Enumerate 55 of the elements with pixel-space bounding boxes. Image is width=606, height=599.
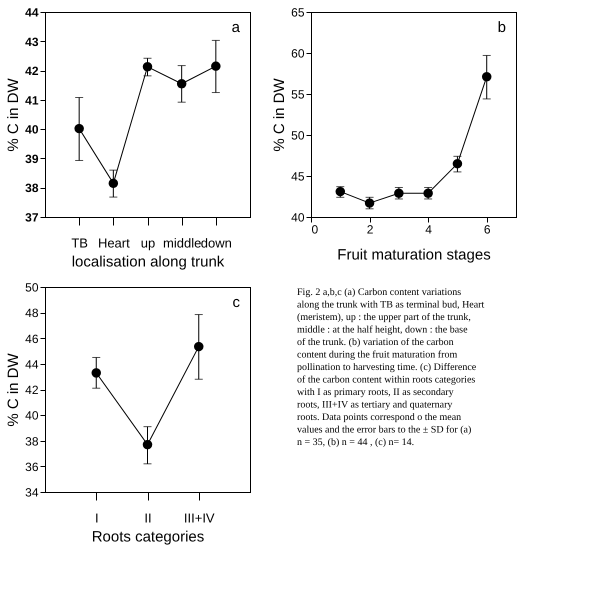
x-tick-label: TB (71, 236, 88, 250)
point (452, 158, 462, 168)
y-tick-label: 38 (25, 434, 39, 448)
x-tick-label: middle (163, 236, 202, 250)
y-tick-label: 45 (291, 170, 305, 184)
x-tick-label: Heart (98, 236, 130, 250)
annotation: a (232, 19, 241, 36)
point (142, 62, 152, 72)
y-tick-label: 36 (25, 460, 39, 474)
annotation: b (498, 19, 506, 36)
y-tick-label: 40 (25, 122, 39, 137)
y-tick-label: 48 (25, 306, 39, 320)
y-tick-label: 42 (25, 383, 39, 397)
x-tick-label: III+IV (184, 510, 215, 526)
y-axis-title: % C in DW (271, 77, 288, 152)
x-axis-title: Roots categories (92, 528, 204, 546)
y-tick-label: 65 (291, 6, 305, 20)
y-tick-label: 44 (25, 6, 39, 20)
y-tick-label: 34 (25, 486, 39, 500)
annotation: c (232, 294, 240, 311)
y-tick-label: 55 (291, 88, 305, 102)
point (194, 342, 204, 352)
x-axis-title: Fruit maturation stages (337, 246, 491, 264)
y-tick-label: 37 (25, 210, 39, 224)
y-tick-label: 44 (25, 357, 39, 372)
x-tick-label: 0 (312, 222, 318, 236)
y-tick-label: 41 (25, 93, 39, 108)
point (74, 124, 84, 134)
y-tick-label: 50 (291, 128, 305, 142)
y-tick-label: 38 (25, 181, 39, 196)
x-axis-title: localisation along trunk (72, 254, 225, 270)
point (92, 368, 101, 378)
x-tick-label: 4 (425, 222, 432, 236)
point (482, 72, 492, 82)
point (176, 79, 186, 88)
y-tick-label: 42 (25, 64, 39, 78)
text: Fig. 2 a,b,c (a) Carbon content variations along the trunk with TB as terminal bud, Heart (meristem), up : the upper part of the trunk, middle : at the half height, down : the base of the trunk. (b) variation of the carbon content during the fruit maturation from pollination to harvesting time. (c) Difference of the carbon content within roots categories with I as primary roots, II as secondary roots, III+IV as tertiary and quaternary roots. Data points correspond o the mean values and the error bars to the ± SD for (a) n = 35, (b) n = 44 , (c) n= 14. (297, 287, 484, 448)
y-tick-label: 43 (25, 34, 39, 49)
x-tick-label: 2 (366, 222, 374, 236)
y-tick-label: 60 (291, 46, 305, 60)
y-tick-label: 46 (25, 332, 39, 346)
y-tick-label: 40 (25, 408, 39, 423)
point (211, 61, 221, 71)
y-tick-label: 40 (291, 210, 305, 224)
y-tick-label: 39 (25, 152, 39, 166)
y-axis-title: % C in DW (5, 352, 22, 427)
y-tick-label: 50 (25, 280, 39, 294)
point (142, 440, 152, 450)
y-axis-title: % C in DW (5, 77, 22, 152)
x-tick-label: II (144, 510, 152, 526)
x-tick-label: down (200, 236, 232, 250)
x-tick-label: up (140, 236, 156, 250)
x-tick-label: 6 (484, 222, 491, 236)
point (108, 178, 118, 188)
x-tick-label: I (94, 510, 99, 526)
